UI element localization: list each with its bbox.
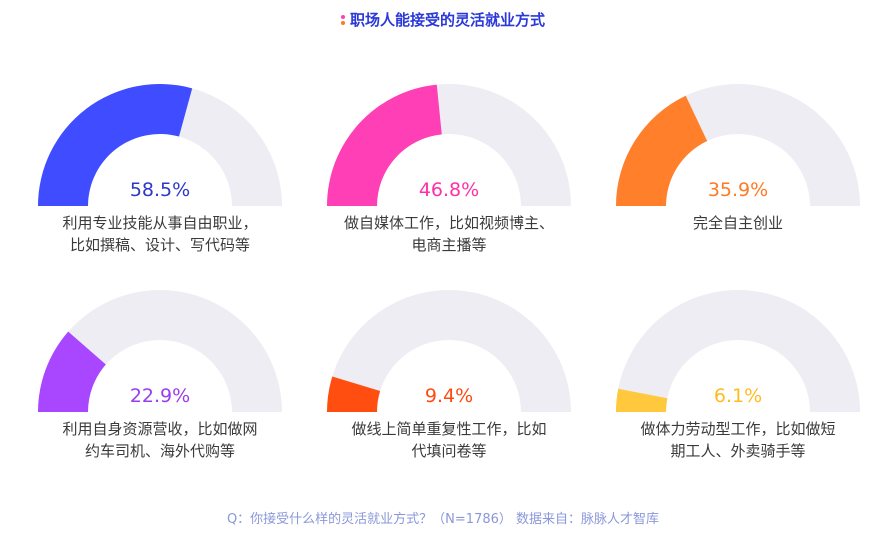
gauge-value-arc-2 bbox=[327, 84, 442, 206]
footer-note: Q：你接受什么样的灵活就业方式？（N=1786） 数据来自：脉脉人才智库 bbox=[226, 512, 660, 527]
gauge-category-label-4: 利用自身资源营收，比如做网 约车司机、海外代购等 bbox=[62, 420, 258, 460]
title-dots-icon bbox=[340, 14, 346, 26]
chart-title: 职场人能接受的灵活就业方式 bbox=[0, 9, 886, 30]
chart-title-text: 职场人能接受的灵活就业方式 bbox=[349, 11, 545, 29]
gauge-value-arc-5 bbox=[327, 376, 381, 412]
gauge-value-arc-3 bbox=[616, 95, 708, 206]
gauge-value-label-1: 58.5% bbox=[130, 179, 190, 201]
gauge-value-arc-1 bbox=[38, 84, 193, 206]
gauge-track-6 bbox=[616, 290, 860, 412]
gauge-value-label-5: 9.4% bbox=[425, 385, 473, 407]
gauge-value-label-3: 35.9% bbox=[708, 179, 768, 201]
gauge-category-label-2: 做自媒体工作，比如视频博主、 电商主播等 bbox=[343, 214, 554, 254]
gauge-track-4 bbox=[38, 290, 282, 412]
gauge-value-label-4: 22.9% bbox=[130, 385, 190, 407]
gauge-value-label-2: 46.8% bbox=[419, 179, 479, 201]
gauge-category-label-1: 利用专业技能从事自由职业， 比如撰稿、设计、写代码等 bbox=[62, 214, 258, 254]
gauge-track-5 bbox=[327, 290, 571, 412]
gauge-value-arc-4 bbox=[38, 331, 106, 412]
gauge-category-label-6: 做体力劳动型工作，比如做短 期工人、外卖骑手等 bbox=[640, 420, 836, 460]
gauge-category-label-5: 做线上简单重复性工作，比如 代填问卷等 bbox=[351, 420, 547, 460]
gauge-value-label-6: 6.1% bbox=[714, 385, 762, 407]
gauge-category-label-3: 完全自主创业 bbox=[692, 214, 783, 232]
gauge-value-arc-6 bbox=[615, 388, 668, 412]
